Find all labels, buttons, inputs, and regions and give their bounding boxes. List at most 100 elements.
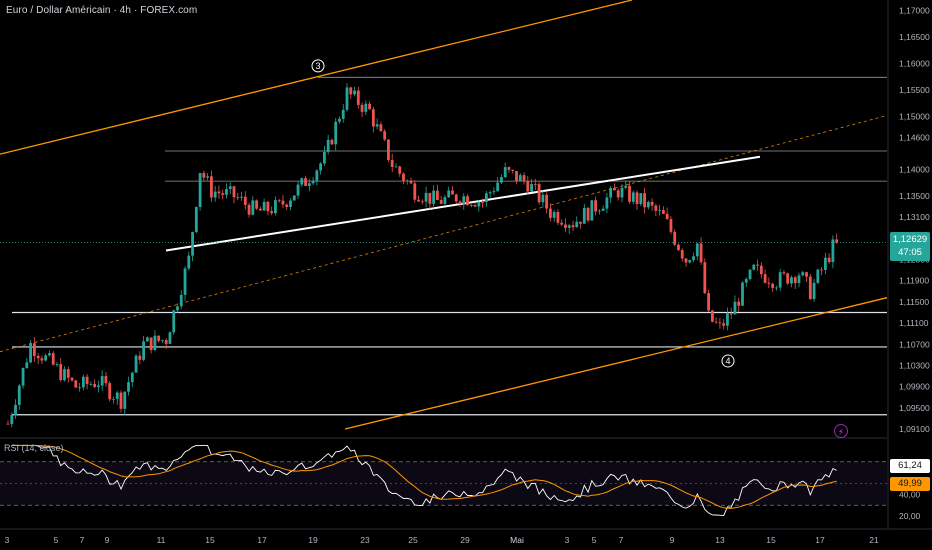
candle [25,362,29,368]
candle [390,159,394,167]
candle [439,200,443,204]
candle [658,210,662,211]
candle [767,282,771,284]
wave-label-circle [721,354,735,368]
rsi-tick-label: 20,00 [899,511,921,521]
candle [805,272,808,277]
candle [334,121,338,145]
candle [677,244,680,251]
candle [63,369,66,381]
candle [123,391,127,409]
lightning-icon[interactable]: ⚡ [834,424,848,438]
candle [360,104,364,112]
candle [383,131,387,140]
candle [225,189,228,195]
candle [21,367,25,386]
candle [66,369,70,378]
candle [112,398,115,400]
candle [820,269,823,271]
candle [255,200,258,209]
time-tick-label: Mai [510,535,524,545]
candle [564,224,567,228]
candle [292,195,296,201]
candle [142,341,145,360]
candle [176,306,179,311]
candle [232,186,236,198]
candle [243,196,247,205]
candle [172,310,176,333]
candle [161,340,164,341]
candle [213,191,217,198]
candle [560,222,564,225]
candle [759,265,763,275]
candle [14,404,17,416]
candle [191,232,194,256]
candle [405,180,409,182]
candle [134,355,138,373]
price-tick-label: 1,17000 [899,6,930,16]
candle [183,268,187,295]
candle [424,192,428,202]
rsi-ma-line [11,444,837,509]
candle [662,210,665,214]
bar-countdown: 47:05 [898,247,922,258]
candle [631,192,635,202]
candle [518,175,522,182]
candle [567,225,571,228]
candle [59,364,63,381]
candle [315,170,319,181]
candle [149,337,153,351]
time-tick-label: 7 [619,535,624,545]
candle [665,213,669,220]
candle [251,200,255,215]
candle [741,282,744,306]
candle [78,387,81,389]
candle [443,197,447,204]
candle [718,322,722,324]
time-tick-label: 5 [592,535,597,545]
candle [274,200,277,214]
candle [703,262,707,294]
candle [138,355,142,360]
candle [153,335,157,351]
candle [737,301,741,306]
candle [304,178,307,186]
candle [164,340,168,344]
candle [673,231,677,245]
price-tick-label: 1,15500 [899,85,930,95]
candle [756,264,759,266]
candle [823,257,827,270]
price-tick-label: 1,13100 [899,212,930,222]
candle [341,109,345,119]
candle [206,176,210,178]
candle [145,337,149,342]
time-tick-label: 19 [308,535,318,545]
candle [492,191,496,193]
time-tick-label: 17 [257,535,267,545]
chart-title: Euro / Dollar Américain · 4h · FOREX.com [6,5,198,16]
candle [300,178,304,185]
candle [353,90,356,95]
time-tick-label: 3 [565,535,570,545]
candle [6,423,10,425]
wave-label-circle [311,59,325,73]
candle [707,293,710,311]
candle [364,103,368,112]
candle [428,192,432,204]
rsi-value-tag: 61,24 [890,459,930,473]
candle [613,187,616,191]
candle [375,124,379,127]
candle [827,257,831,263]
channel-lower-line [344,297,888,430]
candle [417,199,420,202]
candle [752,264,756,270]
candle [93,384,97,388]
time-tick-label: 13 [715,535,725,545]
candle [597,210,601,212]
candle [81,376,85,388]
candle [277,200,281,201]
candle [522,175,526,182]
price-tick-label: 1,16000 [899,59,930,69]
wave-label-4: 4 [725,356,730,366]
